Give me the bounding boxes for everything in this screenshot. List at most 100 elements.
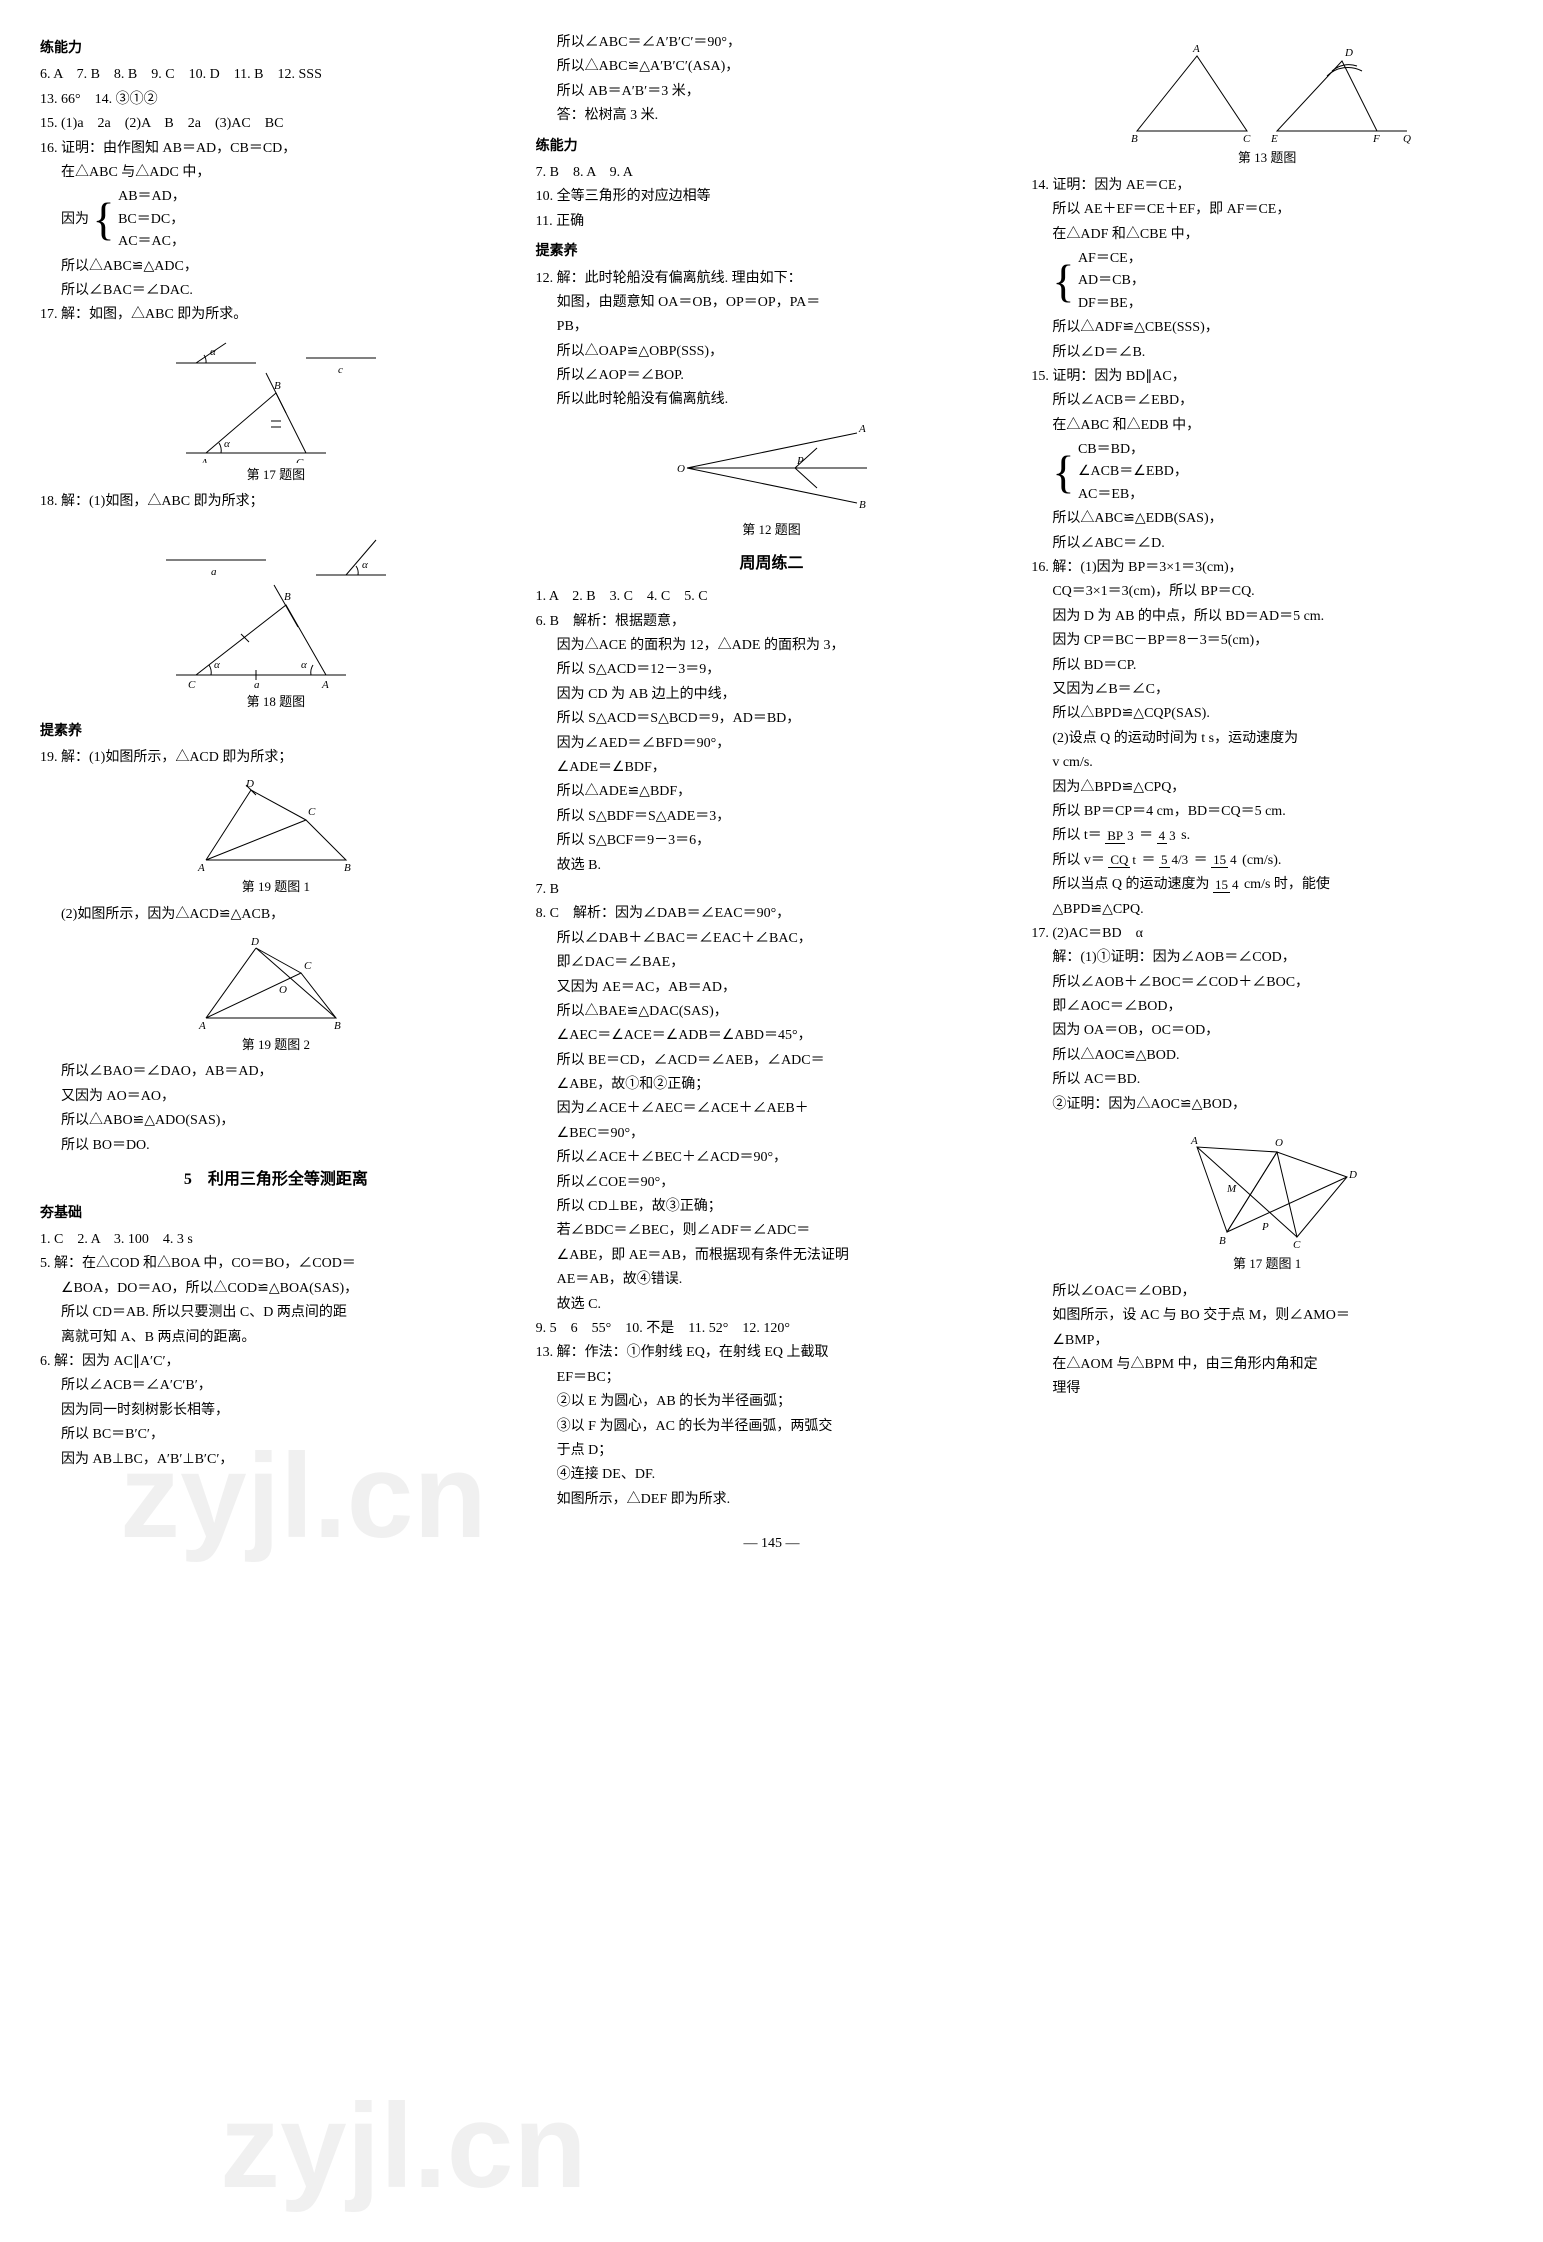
text-line: 11. 正确 bbox=[536, 211, 1008, 233]
text-line: 理得 bbox=[1031, 1378, 1503, 1400]
figure-19-2: A B C D O 第 19 题图 2 bbox=[40, 933, 512, 1056]
figure-label: 第 12 题图 bbox=[536, 520, 1008, 541]
text-line: 所以 S△BCF＝9－3＝6， bbox=[536, 830, 1008, 852]
heading: 周周练二 bbox=[536, 551, 1008, 577]
text: 所以当点 Q 的运动速度为 bbox=[1052, 877, 1209, 892]
text-line: 在△ABC 与△ADC 中， bbox=[40, 162, 512, 184]
svg-text:A: A bbox=[1192, 43, 1200, 55]
svg-text:B: B bbox=[1219, 1235, 1226, 1247]
numerator: 15 bbox=[1211, 852, 1228, 868]
text-line: 所以 BP＝CP＝4 cm，BD＝CQ＝5 cm. bbox=[1031, 801, 1503, 823]
page-number: — 145 — bbox=[40, 1533, 1503, 1555]
text-line: 所以△ADE≌△BDF， bbox=[536, 781, 1008, 803]
figure-12: O A B P 第 12 题图 bbox=[536, 418, 1008, 541]
section-title: 练能力 bbox=[40, 38, 512, 60]
text: AF＝CE， bbox=[1078, 248, 1145, 270]
text-line: 因为 OA＝OB，OC＝OD， bbox=[1031, 1020, 1503, 1042]
text-line: 所以 AB＝A′B′＝3 米， bbox=[536, 81, 1008, 103]
text-line: ∠AEC＝∠ACE＝∠ADB＝∠ABD＝45°， bbox=[536, 1025, 1008, 1047]
denominator: t bbox=[1130, 852, 1138, 867]
text-line: 所以∠OAC＝∠OBD， bbox=[1031, 1281, 1503, 1303]
figure-label: 第 17 题图 bbox=[40, 465, 512, 486]
brace-content: CB＝BD， ∠ACB＝∠EBD， AC＝EB， bbox=[1078, 439, 1188, 506]
text-line: △BPD≌△CPQ. bbox=[1031, 899, 1503, 921]
text-line: 所以∠DAB＋∠BAC＝∠EAC＋∠BAC， bbox=[536, 928, 1008, 950]
text-line: 17. 解：如图，△ABC 即为所求。 bbox=[40, 304, 512, 326]
figure-label: 第 19 题图 2 bbox=[40, 1035, 512, 1056]
text-line: 所以△ABO≌△ADO(SAS)， bbox=[40, 1110, 512, 1132]
numerator: CQ bbox=[1108, 852, 1130, 868]
text-line: 所以 CD⊥BE，故③正确； bbox=[536, 1196, 1008, 1218]
text-line: 18. 解：(1)如图，△ABC 即为所求； bbox=[40, 491, 512, 513]
text: 所以 v＝ bbox=[1052, 853, 1105, 868]
text-line: 13. 解：作法：①作射线 EQ，在射线 EQ 上截取 bbox=[536, 1342, 1008, 1364]
svg-text:α: α bbox=[210, 346, 216, 358]
text-line: ∠ABE，即 AE＝AB，而根据现有条件无法证明 bbox=[536, 1245, 1008, 1267]
text-line: 如图所示，设 AC 与 BO 交于点 M，则∠AMO＝ bbox=[1031, 1305, 1503, 1327]
text: ＝ bbox=[1142, 853, 1156, 868]
fraction-line: 所以当点 Q 的运动速度为 154 cm/s 时，能使 bbox=[1031, 874, 1503, 896]
text: cm/s 时，能使 bbox=[1244, 877, 1330, 892]
text-line: AE＝AB，故④错误. bbox=[536, 1269, 1008, 1291]
answer-line: 1. C 2. A 3. 100 4. 3 s bbox=[40, 1229, 512, 1251]
brace-content: AB＝AD， BC＝DC， AC＝AC， bbox=[118, 186, 186, 253]
svg-text:D: D bbox=[1348, 1169, 1357, 1181]
fraction-line: 所以 v＝ CQt ＝ 54/3 ＝ 154 (cm/s). bbox=[1031, 850, 1503, 872]
svg-text:B: B bbox=[1131, 133, 1138, 145]
svg-text:D: D bbox=[250, 936, 259, 948]
text: ＝ bbox=[1139, 828, 1153, 843]
figure-19-1: A B C D 第 19 题图 1 bbox=[40, 775, 512, 898]
svg-text:B: B bbox=[284, 591, 291, 603]
brace-block: { AF＝CE， AD＝CB， DF＝BE， bbox=[1031, 248, 1503, 315]
figure-17: α c A B C α 第 17 题图 bbox=[40, 333, 512, 486]
text-line: 又因为∠B＝∠C， bbox=[1031, 679, 1503, 701]
figure-13: B C A E F Q D 第 13 题图 bbox=[1031, 36, 1503, 169]
answer-line: 15. (1)a 2a (2)A B 2a (3)AC BC bbox=[40, 113, 512, 135]
text-line: 所以△ADF≌△CBE(SSS)， bbox=[1031, 317, 1503, 339]
answer-line: 13. 66° 14. ③①② bbox=[40, 89, 512, 111]
text-line: 所以∠D＝∠B. bbox=[1031, 342, 1503, 364]
svg-text:Q: Q bbox=[1403, 133, 1411, 145]
text-line: 所以 S△ACD＝12－3＝9， bbox=[536, 659, 1008, 681]
text-line: 所以 AC＝BD. bbox=[1031, 1069, 1503, 1091]
svg-text:a: a bbox=[211, 566, 217, 578]
figure-label: 第 13 题图 bbox=[1031, 148, 1503, 169]
svg-text:B: B bbox=[859, 499, 866, 511]
figure-18: a α C A B α α a 第 18 题图 bbox=[40, 520, 512, 713]
svg-text:a: a bbox=[254, 679, 260, 690]
numerator: 15 bbox=[1213, 877, 1230, 893]
text: (cm/s). bbox=[1242, 853, 1281, 868]
denominator: 4/3 bbox=[1170, 852, 1191, 867]
text-line: 所以∠ABC＝∠A′B′C′＝90°， bbox=[536, 32, 1008, 54]
text: CB＝BD， bbox=[1078, 439, 1188, 461]
svg-text:α: α bbox=[362, 559, 368, 571]
svg-text:B: B bbox=[344, 862, 351, 874]
text-line: 所以∠COE＝90°， bbox=[536, 1172, 1008, 1194]
text-line: 7. B bbox=[536, 879, 1008, 901]
text-line: 如图，由题意知 OA＝OB，OP＝OP，PA＝ bbox=[536, 292, 1008, 314]
text-line: 所以△OAP≌△OBP(SSS)， bbox=[536, 341, 1008, 363]
text-line: 所以∠ACE＋∠BEC＋∠ACD＝90°， bbox=[536, 1147, 1008, 1169]
text-line: EF＝BC； bbox=[536, 1367, 1008, 1389]
svg-text:A: A bbox=[198, 1020, 206, 1032]
text: AB＝AD， bbox=[118, 186, 186, 208]
svg-text:C: C bbox=[308, 806, 316, 818]
svg-text:B: B bbox=[274, 380, 281, 392]
svg-text:C: C bbox=[1243, 133, 1251, 145]
answer-line: 9. 5 6 55° 10. 不是 11. 52° 12. 120° bbox=[536, 1318, 1008, 1340]
text-line: 因为△BPD≌△CPQ， bbox=[1031, 777, 1503, 799]
text-line: 在△ABC 和△EDB 中， bbox=[1031, 415, 1503, 437]
text: AD＝CB， bbox=[1078, 270, 1145, 292]
text-line: ④连接 DE、DF. bbox=[536, 1464, 1008, 1486]
text-line: 故选 C. bbox=[536, 1294, 1008, 1316]
text-line: 因为 AB⊥BC，A′B′⊥B′C′， bbox=[40, 1449, 512, 1471]
text-line: 所以∠BAO＝∠DAO，AB＝AD， bbox=[40, 1061, 512, 1083]
text-line: 即∠AOC＝∠BOD， bbox=[1031, 996, 1503, 1018]
text-line: ②以 E 为圆心，AB 的长为半径画弧； bbox=[536, 1391, 1008, 1413]
text-line: 所以∠BAC＝∠DAC. bbox=[40, 280, 512, 302]
text-line: 因为∠AED＝∠BFD＝90°， bbox=[536, 733, 1008, 755]
text-line: 5. 解：在△COD 和△BOA 中，CO＝BO，∠COD＝ bbox=[40, 1253, 512, 1275]
text-line: 15. 证明：因为 BD∥AC， bbox=[1031, 366, 1503, 388]
section-title: 夯基础 bbox=[40, 1203, 512, 1225]
text: AC＝AC， bbox=[118, 231, 186, 253]
